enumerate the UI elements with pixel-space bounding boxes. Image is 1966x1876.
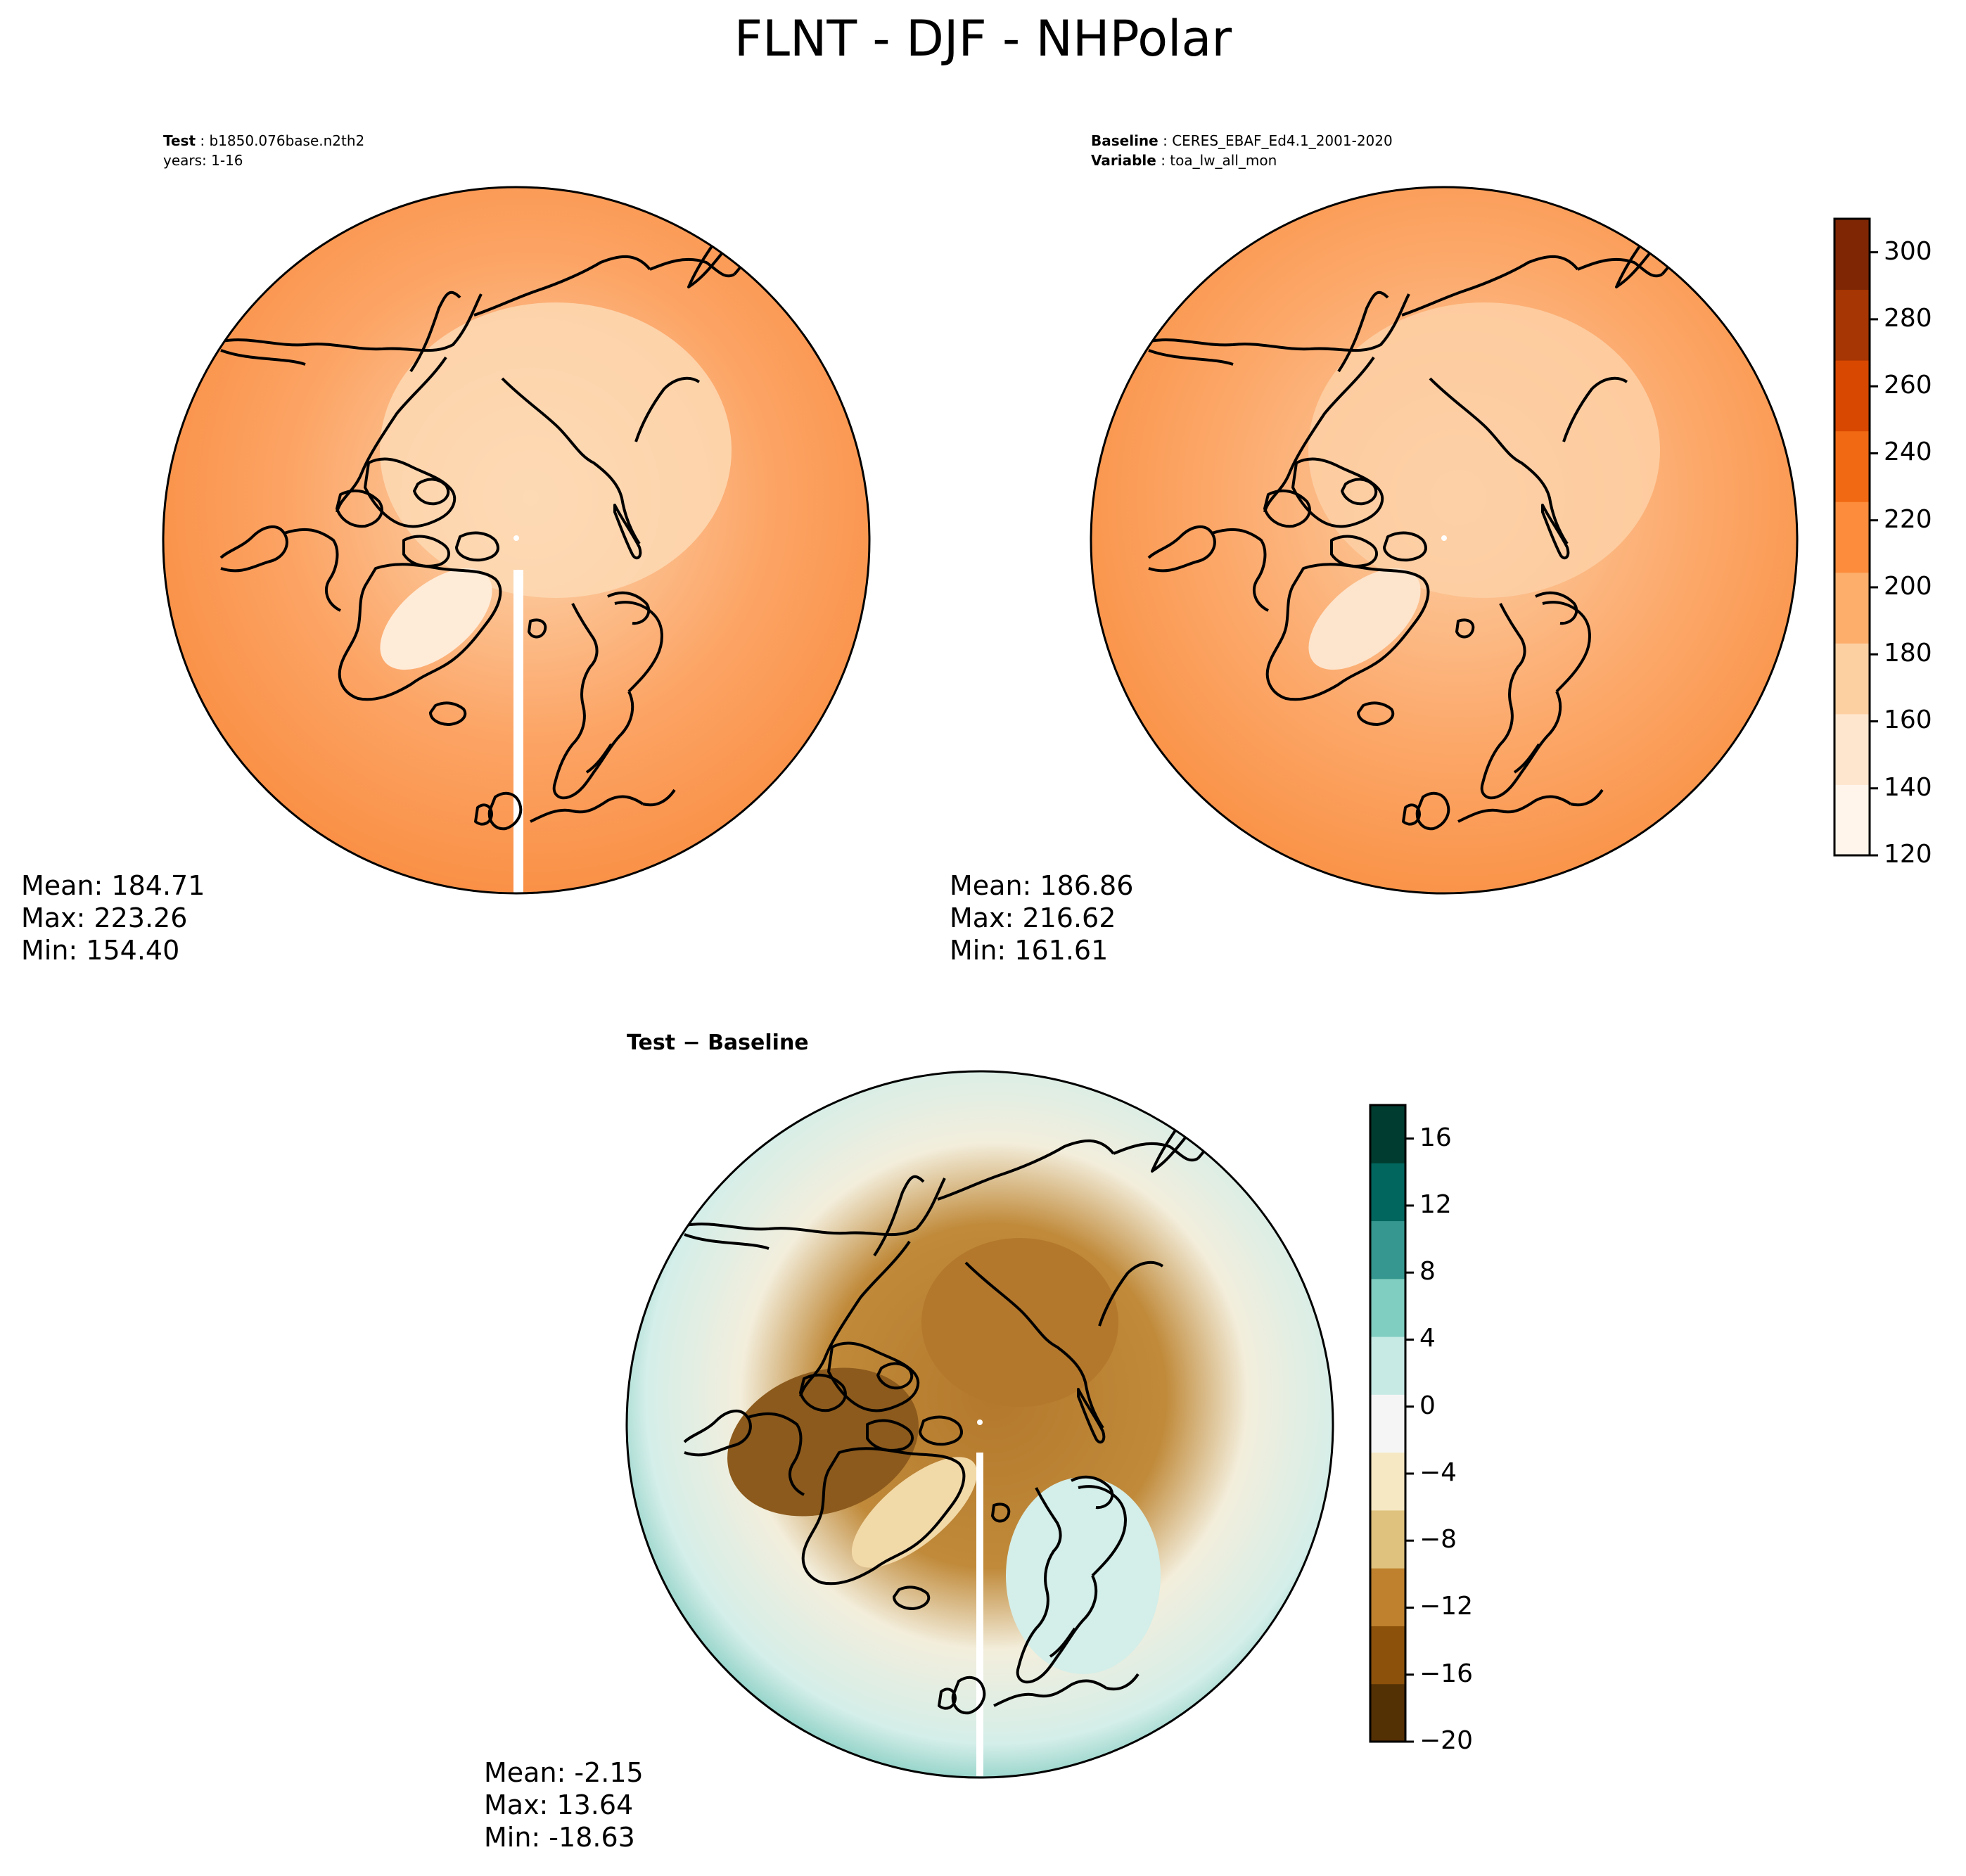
test-map <box>162 186 871 895</box>
diff-colorbar-tick-label: −16 <box>1419 1659 1473 1688</box>
test-mean: Mean: 184.71 <box>21 870 205 901</box>
diff-colorbar-segment <box>1370 1452 1405 1511</box>
test-years: years: 1-16 <box>163 152 243 169</box>
diff-map <box>625 1070 1334 1779</box>
diff-colorbar-segment <box>1370 1220 1405 1280</box>
baseline-stats: Mean: 186.86 Max: 216.62 Min: 161.61 <box>950 869 1133 966</box>
diff-colorbar-tick-label: −4 <box>1419 1457 1457 1487</box>
test-label: Test <box>163 132 196 149</box>
diff-colorbar-tick-label: 0 <box>1419 1391 1436 1420</box>
field-colorbar-segment <box>1834 572 1870 644</box>
diff-colorbar-segment <box>1370 1278 1405 1337</box>
test-map-boundary <box>162 186 871 895</box>
field-colorbar-tick-label: 220 <box>1884 504 1932 534</box>
baseline-case-name: CERES_EBAF_Ed4.1_2001-2020 <box>1172 132 1393 149</box>
diff-greenland-region <box>851 1457 978 1568</box>
field-colorbar-segment <box>1834 713 1870 785</box>
diff-colorbar-tick-label: 12 <box>1419 1189 1452 1219</box>
test-missing-strip <box>513 570 523 893</box>
field-colorbar-tick-label: 160 <box>1884 706 1932 735</box>
baseline-label: Baseline <box>1091 132 1158 149</box>
field-colorbar-segment <box>1834 430 1870 502</box>
field-colorbar-segment <box>1834 289 1870 361</box>
field-colorbar-tick-label: 140 <box>1884 772 1932 802</box>
diff-mean: Mean: -2.15 <box>484 1757 644 1788</box>
baseline-max: Max: 216.62 <box>950 902 1116 933</box>
test-case-name: b1850.076base.n2th2 <box>209 132 365 149</box>
field-colorbar-frame <box>1833 217 1871 857</box>
diff-min: Min: -18.63 <box>484 1822 635 1853</box>
diff-scandinavia-region <box>1006 1477 1161 1674</box>
field-colorbar-segment <box>1834 784 1870 856</box>
baseline-pole-marker <box>1441 535 1447 541</box>
field-colorbar-tick-label: 300 <box>1884 236 1932 266</box>
diff-colorbar-tick-label: −8 <box>1419 1525 1457 1555</box>
figure-title: FLNT - DJF - NHPolar <box>734 10 1232 68</box>
diff-missing-strip <box>976 1453 983 1776</box>
field-colorbar-tick-label: 280 <box>1884 303 1932 333</box>
test-header: Test : b1850.076base.n2th2 years: 1-16 <box>163 132 365 169</box>
diff-colorbar-segment <box>1370 1626 1405 1685</box>
diff-colorbar-tick-label: −20 <box>1419 1726 1473 1755</box>
diff-colorbar-segment <box>1370 1336 1405 1395</box>
diff-colorbar-tick-label: 4 <box>1419 1324 1436 1353</box>
test-max: Max: 223.26 <box>21 902 188 933</box>
field-colorbar-segment <box>1834 643 1870 715</box>
diff-colorbar-segment <box>1370 1163 1405 1222</box>
diff-arctic-region <box>921 1238 1118 1407</box>
diff-colorbar-segment <box>1370 1394 1405 1453</box>
field-colorbar-tick-label: 180 <box>1884 639 1932 668</box>
diff-colorbar-segment <box>1370 1683 1405 1742</box>
field-colorbar-tick-label: 120 <box>1884 840 1932 869</box>
field-colorbar-segment <box>1834 360 1870 432</box>
test-pole-marker <box>513 535 519 541</box>
test-min: Min: 154.40 <box>21 935 180 966</box>
baseline-mean: Mean: 186.86 <box>950 870 1134 901</box>
baseline-greenland-region <box>1308 568 1421 670</box>
test-stats: Mean: 184.71 Max: 223.26 Min: 154.40 <box>21 869 205 966</box>
field-colorbar <box>1833 217 1878 857</box>
diff-colorbar-tick-label: −12 <box>1419 1592 1473 1621</box>
diff-max: Max: 13.64 <box>484 1789 634 1820</box>
baseline-variable: toa_lw_all_mon <box>1170 152 1277 169</box>
diff-title-baseline: Baseline <box>708 1030 809 1055</box>
field-colorbar-tick-label: 240 <box>1884 438 1932 467</box>
field-colorbar-tick-label: 260 <box>1884 371 1932 400</box>
diff-stats: Mean: -2.15 Max: 13.64 Min: -18.63 <box>484 1756 644 1853</box>
diff-colorbar-segment <box>1370 1510 1405 1569</box>
baseline-arctic-region <box>1308 302 1660 598</box>
baseline-header: Baseline : CERES_EBAF_Ed4.1_2001-2020 Va… <box>1091 132 1393 169</box>
diff-pole-marker <box>977 1419 983 1425</box>
test-arctic-region <box>380 302 732 598</box>
diff-colorbar-segment <box>1370 1105 1405 1163</box>
field-colorbar-segment <box>1834 219 1870 291</box>
baseline-map <box>1090 186 1799 895</box>
baseline-variable-label: Variable <box>1091 152 1156 169</box>
diff-title-minus: − <box>675 1030 708 1055</box>
field-colorbar-segment <box>1834 502 1870 573</box>
baseline-min: Min: 161.61 <box>950 935 1109 966</box>
diff-colorbar <box>1369 1104 1414 1743</box>
test-greenland-region <box>380 568 492 670</box>
diff-canada-region <box>727 1367 919 1517</box>
diff-colorbar-tick-label: 16 <box>1419 1123 1452 1152</box>
diff-map-boundary <box>625 1070 1334 1779</box>
diff-title: Test − Baseline <box>627 1030 809 1055</box>
diff-colorbar-frame <box>1369 1104 1407 1743</box>
diff-colorbar-tick-label: 8 <box>1419 1257 1436 1287</box>
baseline-map-boundary <box>1090 186 1799 895</box>
diff-colorbar-segment <box>1370 1568 1405 1626</box>
field-colorbar-tick-label: 200 <box>1884 571 1932 601</box>
diff-title-test: Test <box>627 1030 676 1055</box>
